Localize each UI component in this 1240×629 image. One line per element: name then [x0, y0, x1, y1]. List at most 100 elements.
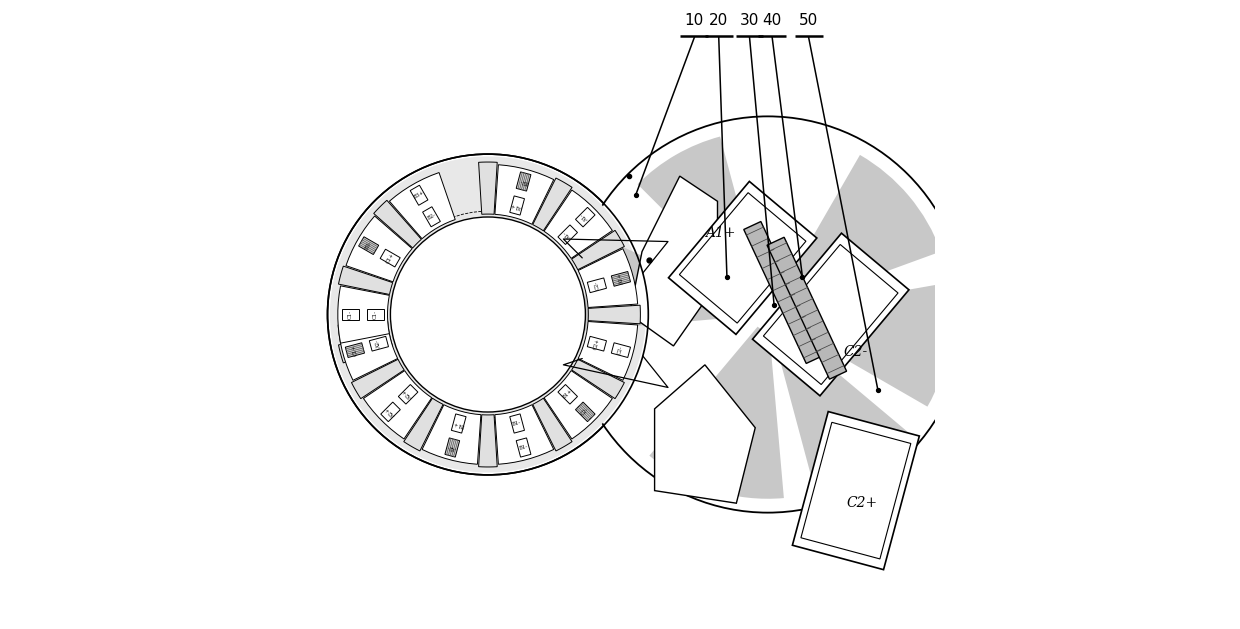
Polygon shape: [611, 272, 630, 286]
Polygon shape: [381, 249, 401, 267]
Text: 30: 30: [740, 13, 759, 28]
Text: C1+: C1+: [351, 344, 358, 357]
Text: A1+: A1+: [706, 226, 735, 240]
Polygon shape: [630, 176, 718, 346]
Text: B3+: B3+: [413, 190, 425, 200]
Polygon shape: [588, 278, 606, 292]
Polygon shape: [389, 172, 455, 239]
Text: C1-: C1-: [372, 310, 377, 319]
Text: C2-: C2-: [593, 281, 600, 291]
Polygon shape: [753, 233, 909, 396]
Text: A2-: A2-: [448, 444, 458, 451]
Circle shape: [428, 255, 548, 374]
Text: B2-: B2-: [427, 213, 436, 221]
Wedge shape: [637, 136, 764, 303]
Polygon shape: [495, 165, 554, 225]
Text: B1+: B1+: [562, 389, 574, 400]
Text: A1-: A1-: [563, 230, 573, 240]
Text: 20: 20: [709, 13, 728, 28]
Polygon shape: [398, 384, 418, 404]
Text: B1-: B1-: [518, 444, 528, 451]
Polygon shape: [558, 225, 578, 245]
Polygon shape: [544, 370, 613, 439]
Polygon shape: [668, 181, 817, 335]
Polygon shape: [588, 305, 640, 324]
Polygon shape: [588, 337, 606, 351]
Text: B2-: B2-: [518, 178, 528, 185]
Text: B1+: B1+: [453, 420, 465, 428]
Polygon shape: [381, 402, 401, 421]
Polygon shape: [373, 200, 422, 248]
Wedge shape: [650, 326, 784, 499]
Polygon shape: [339, 335, 393, 363]
Polygon shape: [575, 402, 595, 421]
Text: C2+: C2+: [847, 496, 878, 510]
Polygon shape: [367, 309, 383, 320]
Polygon shape: [339, 266, 393, 294]
Polygon shape: [680, 192, 806, 323]
Polygon shape: [495, 404, 554, 464]
Text: C2+: C2+: [593, 337, 601, 350]
Polygon shape: [410, 185, 428, 205]
Text: A2+: A2+: [402, 389, 414, 400]
Polygon shape: [351, 359, 404, 399]
Polygon shape: [516, 438, 531, 457]
Polygon shape: [451, 414, 466, 433]
Polygon shape: [744, 221, 823, 364]
Polygon shape: [510, 414, 525, 433]
Polygon shape: [479, 415, 497, 467]
Text: 50: 50: [799, 13, 818, 28]
Text: C1-: C1-: [347, 310, 352, 319]
Polygon shape: [370, 337, 388, 351]
Text: C2-: C2-: [618, 345, 625, 355]
Polygon shape: [578, 321, 637, 381]
Circle shape: [327, 154, 649, 475]
Polygon shape: [655, 365, 755, 503]
Polygon shape: [363, 370, 432, 439]
Polygon shape: [533, 398, 572, 451]
Text: A1-: A1-: [580, 212, 590, 222]
Polygon shape: [337, 286, 389, 343]
Polygon shape: [575, 208, 595, 227]
Polygon shape: [339, 321, 398, 381]
Polygon shape: [764, 245, 898, 384]
Polygon shape: [516, 172, 531, 191]
Polygon shape: [558, 384, 578, 404]
Text: 10: 10: [684, 13, 704, 28]
Polygon shape: [404, 398, 443, 451]
Text: 40: 40: [763, 13, 782, 28]
Polygon shape: [345, 343, 365, 357]
Polygon shape: [422, 404, 481, 464]
Text: C2-: C2-: [843, 345, 868, 359]
Wedge shape: [773, 325, 909, 493]
Polygon shape: [572, 359, 625, 399]
Text: A2-: A2-: [376, 339, 382, 348]
Polygon shape: [330, 157, 646, 472]
Polygon shape: [533, 178, 572, 231]
Text: A1+: A1+: [618, 272, 625, 285]
Text: A2+: A2+: [384, 406, 397, 418]
Circle shape: [569, 116, 966, 513]
Text: C2-: C2-: [580, 407, 590, 417]
Polygon shape: [358, 237, 378, 255]
Wedge shape: [776, 155, 941, 309]
Polygon shape: [423, 207, 440, 227]
Polygon shape: [544, 190, 613, 259]
Wedge shape: [584, 237, 754, 331]
Polygon shape: [445, 438, 460, 457]
Polygon shape: [342, 309, 358, 320]
Polygon shape: [572, 230, 625, 270]
Text: C1+: C1+: [386, 252, 396, 264]
Polygon shape: [578, 248, 637, 308]
Wedge shape: [781, 282, 952, 406]
Polygon shape: [611, 343, 630, 357]
Text: B1-: B1-: [512, 420, 522, 427]
Polygon shape: [768, 237, 847, 379]
Circle shape: [391, 217, 585, 412]
Polygon shape: [510, 196, 525, 215]
Polygon shape: [346, 216, 412, 282]
Polygon shape: [792, 411, 919, 570]
Text: B3-: B3-: [365, 240, 373, 251]
Text: A1+: A1+: [511, 202, 523, 209]
Polygon shape: [801, 422, 911, 559]
